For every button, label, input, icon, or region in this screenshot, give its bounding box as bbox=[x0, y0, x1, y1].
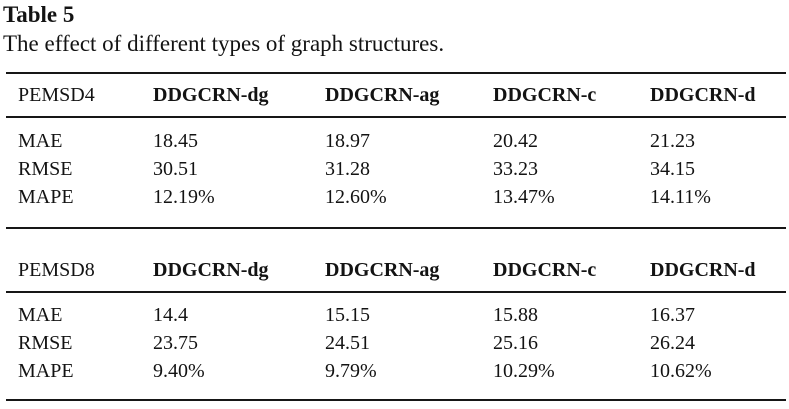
table-row: MAE 14.4 15.15 15.88 16.37 bbox=[6, 301, 786, 329]
metric-label: MAPE bbox=[18, 360, 74, 382]
metric-label: MAPE bbox=[18, 186, 74, 208]
dataset-label: PEMSD8 bbox=[18, 259, 95, 281]
value-cell: 33.23 bbox=[493, 158, 538, 180]
metric-label: MAE bbox=[18, 130, 63, 152]
value-cell: 14.11% bbox=[650, 186, 711, 208]
value-cell: 9.79% bbox=[325, 360, 377, 382]
value-cell: 20.42 bbox=[493, 130, 538, 152]
value-cell: 13.47% bbox=[493, 186, 555, 208]
metric-label: RMSE bbox=[18, 332, 73, 354]
table-caption: The effect of different types of graph s… bbox=[3, 31, 445, 56]
dataset-label: PEMSD4 bbox=[18, 83, 95, 106]
value-cell: 23.75 bbox=[153, 332, 198, 354]
table-row: MAPE 9.40% 9.79% 10.29% 10.62% bbox=[6, 357, 786, 385]
column-header: DDGCRN-ag bbox=[325, 259, 440, 281]
dataset-header-row-pemsd4: PEMSD4 DDGCRN-dg DDGCRN-ag DDGCRN-c DDGC… bbox=[6, 72, 786, 118]
table-row: MAPE 12.19% 12.60% 13.47% 14.11% bbox=[6, 183, 786, 211]
value-cell: 16.37 bbox=[650, 304, 695, 326]
dataset-header-row-pemsd8: PEMSD8 DDGCRN-dg DDGCRN-ag DDGCRN-c DDGC… bbox=[6, 227, 786, 293]
results-table: PEMSD4 DDGCRN-dg DDGCRN-ag DDGCRN-c DDGC… bbox=[6, 72, 786, 401]
column-header: DDGCRN-d bbox=[650, 259, 756, 281]
value-cell: 26.24 bbox=[650, 332, 695, 354]
value-cell: 15.88 bbox=[493, 304, 538, 326]
table-row: RMSE 23.75 24.51 25.16 26.24 bbox=[6, 329, 786, 357]
value-cell: 18.97 bbox=[325, 130, 370, 152]
column-header: DDGCRN-c bbox=[493, 83, 597, 106]
value-cell: 34.15 bbox=[650, 158, 695, 180]
value-cell: 9.40% bbox=[153, 360, 205, 382]
table-row: MAE 18.45 18.97 20.42 21.23 bbox=[6, 127, 786, 155]
value-cell: 30.51 bbox=[153, 158, 198, 180]
value-cell: 21.23 bbox=[650, 130, 695, 152]
table-row: RMSE 30.51 31.28 33.23 34.15 bbox=[6, 155, 786, 183]
value-cell: 14.4 bbox=[153, 304, 188, 326]
value-cell: 15.15 bbox=[325, 304, 370, 326]
value-cell: 31.28 bbox=[325, 158, 370, 180]
value-cell: 18.45 bbox=[153, 130, 198, 152]
value-cell: 10.29% bbox=[493, 360, 555, 382]
value-cell: 12.60% bbox=[325, 186, 387, 208]
column-header: DDGCRN-c bbox=[493, 259, 597, 281]
value-cell: 10.62% bbox=[650, 360, 712, 382]
metric-label: RMSE bbox=[18, 158, 73, 180]
value-cell: 24.51 bbox=[325, 332, 370, 354]
column-header: DDGCRN-d bbox=[650, 83, 756, 106]
column-header: DDGCRN-ag bbox=[325, 83, 440, 106]
column-header: DDGCRN-dg bbox=[153, 259, 269, 281]
value-cell: 25.16 bbox=[493, 332, 538, 354]
data-rows-pemsd8: MAE 14.4 15.15 15.88 16.37 RMSE 23.75 24… bbox=[6, 293, 786, 401]
table-title: Table 5 bbox=[3, 2, 75, 27]
metric-label: MAE bbox=[18, 304, 63, 326]
value-cell: 12.19% bbox=[153, 186, 215, 208]
column-header: DDGCRN-dg bbox=[153, 83, 269, 106]
data-rows-pemsd4: MAE 18.45 18.97 20.42 21.23 RMSE 30.51 3… bbox=[6, 118, 786, 227]
